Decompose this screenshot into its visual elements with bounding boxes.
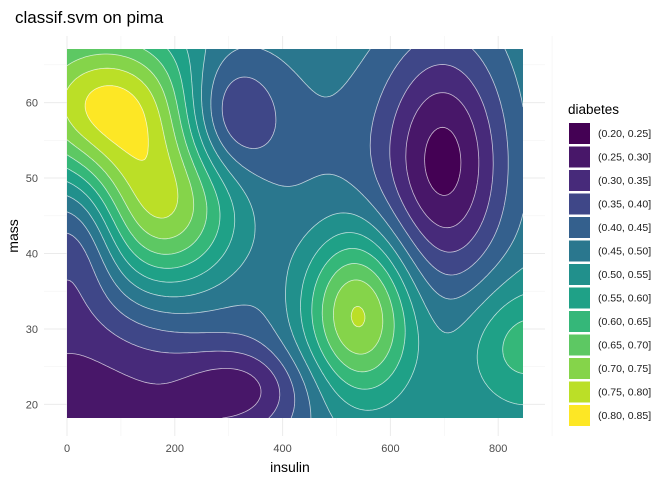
legend-label: (0.45, 0.50] (598, 246, 651, 258)
y-tick-label: 30 (26, 324, 38, 336)
contour-line (66, 64, 494, 419)
contour-line (66, 48, 509, 419)
contour-fill (67, 49, 523, 418)
legend-label: (0.20, 0.25] (598, 128, 651, 140)
contour-lines (66, 48, 524, 419)
chart-title: classif.svm on pima (15, 8, 164, 27)
legend-label: (0.70, 0.75] (598, 363, 651, 375)
legend: diabetes (0.20, 0.25] (0.25, 0.30] (0.30, … (568, 102, 651, 426)
legend-swatch (569, 264, 590, 285)
legend-label: (0.35, 0.40] (598, 199, 651, 211)
legend-swatch (569, 240, 590, 262)
x-tick-label: 200 (166, 443, 184, 455)
legend-swatch (569, 311, 590, 332)
legend-label: (0.50, 0.55] (598, 269, 651, 281)
contour-raster (67, 49, 523, 418)
legend-swatch (569, 358, 590, 379)
y-axis-title: mass (5, 219, 21, 252)
legend-swatch (569, 405, 590, 426)
x-axis-title: insulin (270, 459, 310, 475)
contour-line (66, 53, 384, 355)
y-tick-label: 60 (26, 98, 38, 110)
legend-label: (0.25, 0.30] (598, 152, 651, 164)
y-tick-label: 20 (26, 399, 38, 411)
legend-swatch (569, 217, 590, 238)
x-tick-label: 400 (273, 443, 291, 455)
legend-swatch (569, 170, 590, 191)
x-tick-label: 800 (489, 443, 507, 455)
y-tick-label: 50 (26, 173, 38, 185)
legend-swatch (569, 146, 590, 168)
x-axis: 0 200 400 600 800 (64, 443, 507, 455)
legend-label: (0.55, 0.60] (598, 293, 651, 305)
legend-label: (0.75, 0.80] (598, 387, 651, 399)
y-axis: 20 30 40 50 60 (26, 98, 38, 412)
legend-swatch (569, 381, 590, 403)
contour-line (84, 85, 149, 161)
contour-line (66, 48, 524, 411)
contour-line (67, 92, 480, 419)
contour-line (66, 48, 524, 419)
legend-label: (0.60, 0.65] (598, 316, 651, 328)
legend-swatch (569, 123, 590, 144)
legend-swatch (569, 193, 590, 215)
contour-line (66, 48, 524, 390)
legend-label: (0.30, 0.35] (598, 175, 651, 187)
contour-line (66, 67, 366, 328)
contour-line (66, 48, 395, 373)
legend-label: (0.40, 0.45] (598, 222, 651, 234)
legend-label: (0.80, 0.85] (598, 410, 651, 422)
legend-swatch (569, 334, 590, 356)
x-tick-label: 600 (381, 443, 399, 455)
y-tick-label: 40 (26, 248, 38, 260)
legend-label: (0.65, 0.70] (598, 340, 651, 352)
contour-line (424, 126, 462, 196)
contour-line (66, 48, 524, 419)
legend-title: diabetes (568, 102, 619, 117)
legend-swatch (569, 287, 590, 309)
x-tick-label: 0 (64, 443, 70, 455)
